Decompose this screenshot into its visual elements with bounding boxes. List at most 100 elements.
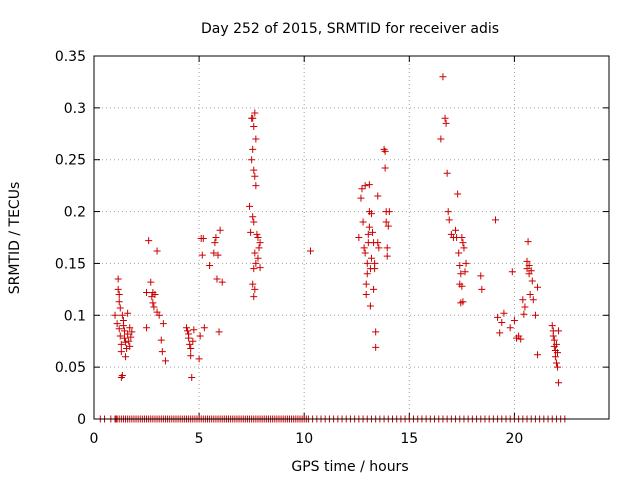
data-point bbox=[127, 333, 135, 341]
data-point bbox=[118, 371, 126, 379]
data-point bbox=[383, 252, 391, 260]
data-point bbox=[461, 268, 469, 276]
data-point bbox=[125, 337, 133, 345]
data-point bbox=[182, 324, 190, 332]
data-point bbox=[462, 259, 470, 267]
data-point bbox=[188, 374, 196, 382]
data-point bbox=[520, 310, 528, 318]
data-point bbox=[155, 311, 163, 319]
data-point bbox=[251, 109, 259, 117]
data-point bbox=[359, 218, 367, 226]
data-point bbox=[143, 288, 151, 296]
data-point bbox=[254, 254, 262, 262]
data-point bbox=[128, 328, 136, 336]
y-tick-label: 0.3 bbox=[64, 101, 86, 117]
data-point bbox=[360, 244, 368, 252]
data-point bbox=[548, 322, 556, 330]
data-point bbox=[362, 280, 370, 288]
x-tick-label: 10 bbox=[295, 431, 313, 447]
data-point bbox=[126, 324, 134, 332]
y-tick-label: 0.1 bbox=[64, 308, 86, 324]
x-tick-label: 0 bbox=[90, 431, 99, 447]
data-point bbox=[554, 349, 561, 357]
data-point bbox=[381, 164, 389, 172]
data-point bbox=[525, 262, 533, 270]
data-point bbox=[114, 285, 122, 293]
data-point bbox=[528, 277, 536, 285]
grid-lines bbox=[94, 56, 609, 419]
data-point bbox=[364, 230, 372, 238]
data-point bbox=[554, 363, 561, 371]
data-point bbox=[444, 208, 452, 216]
data-point bbox=[256, 239, 264, 247]
data-point bbox=[190, 326, 198, 334]
data-point bbox=[529, 296, 537, 304]
data-point bbox=[249, 213, 257, 221]
data-point bbox=[250, 123, 258, 131]
data-point bbox=[555, 379, 563, 387]
data-point bbox=[552, 340, 560, 348]
data-point bbox=[115, 291, 123, 299]
data-point bbox=[452, 226, 460, 234]
data-point bbox=[186, 340, 194, 348]
data-point bbox=[549, 332, 557, 340]
axis-ticks: 0 0.05 0.1 0.15 0.2 0.25 0.3 0.35 0 5 10 15 20 bbox=[55, 49, 609, 447]
data-point bbox=[374, 239, 382, 247]
data-point bbox=[119, 322, 127, 330]
data-point bbox=[206, 262, 214, 270]
data-point bbox=[550, 336, 558, 344]
data-point bbox=[254, 234, 262, 241]
data-point bbox=[150, 303, 158, 311]
y-axis-label: SRMTID / TECUs bbox=[7, 182, 23, 295]
data-point bbox=[496, 329, 504, 337]
data-point bbox=[365, 181, 373, 189]
data-point bbox=[459, 298, 467, 306]
data-point bbox=[365, 223, 373, 231]
data-point bbox=[151, 291, 159, 299]
data-point bbox=[498, 319, 506, 327]
data-point bbox=[145, 237, 153, 245]
data-point bbox=[252, 135, 260, 143]
data-point bbox=[500, 309, 508, 317]
data-point bbox=[384, 222, 392, 230]
data-point bbox=[370, 285, 378, 293]
data-point bbox=[371, 265, 379, 273]
x-tick-label: 20 bbox=[505, 431, 523, 447]
data-point bbox=[124, 309, 132, 317]
data-point bbox=[251, 172, 259, 180]
data-point bbox=[478, 285, 486, 293]
data-point bbox=[153, 247, 161, 255]
data-point bbox=[307, 247, 315, 255]
data-point bbox=[375, 244, 383, 252]
data-point bbox=[116, 304, 124, 312]
data-point bbox=[445, 216, 453, 224]
x-tick-label: 15 bbox=[400, 431, 418, 447]
data-point bbox=[114, 275, 122, 283]
data-point bbox=[120, 334, 128, 342]
data-point bbox=[382, 218, 390, 226]
data-point bbox=[126, 342, 134, 350]
data-point bbox=[157, 336, 165, 344]
data-point bbox=[122, 353, 130, 361]
data-point bbox=[527, 267, 535, 275]
y-tick-label: 0.2 bbox=[64, 205, 86, 221]
data-point bbox=[158, 348, 166, 356]
y-tick-label: 0.05 bbox=[55, 360, 86, 376]
data-point bbox=[116, 332, 124, 340]
data-point bbox=[523, 257, 531, 265]
data-point bbox=[246, 202, 254, 210]
data-point bbox=[362, 291, 370, 299]
data-point bbox=[381, 147, 389, 155]
data-point bbox=[519, 296, 527, 304]
data-point bbox=[189, 337, 197, 345]
data-point bbox=[124, 330, 132, 338]
data-point bbox=[439, 73, 447, 81]
data-point bbox=[250, 293, 258, 301]
data-point bbox=[113, 320, 121, 328]
data-point bbox=[494, 313, 502, 321]
data-point bbox=[551, 353, 559, 361]
data-point bbox=[437, 135, 445, 143]
data-point bbox=[143, 324, 151, 332]
data-point bbox=[117, 340, 125, 348]
data-point bbox=[250, 218, 258, 226]
